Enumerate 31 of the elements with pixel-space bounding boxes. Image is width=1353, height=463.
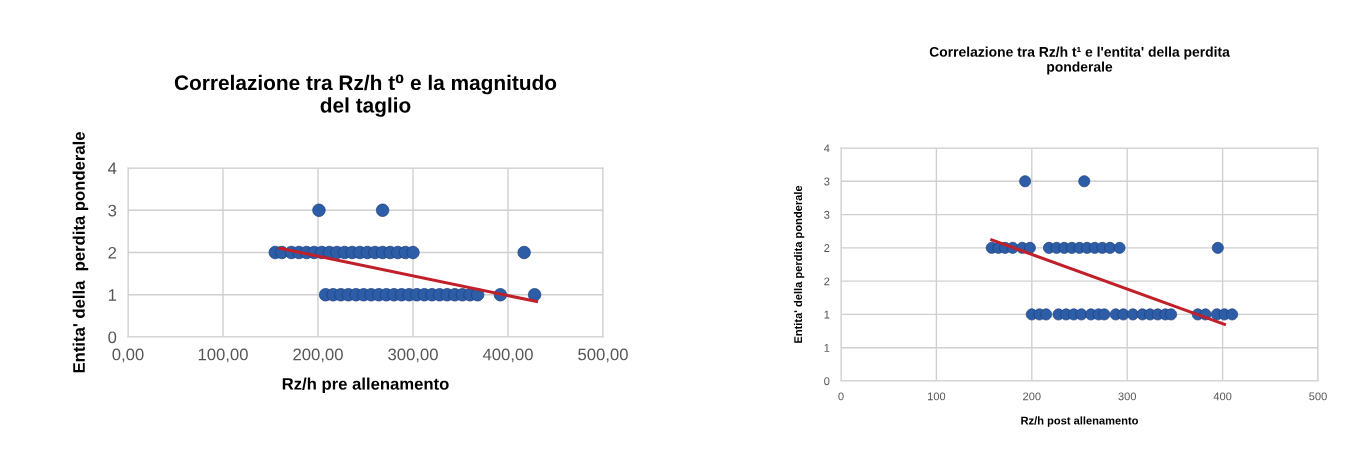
x-tick-label: 200 [1023, 392, 1041, 401]
x-tick-label: 500,00 [578, 348, 628, 363]
y-tick-label: 1 [824, 310, 830, 319]
x-tick-label: 0 [838, 392, 844, 401]
x-tick-label: 100,00 [198, 348, 248, 363]
y-tick-label: 0 [824, 377, 830, 386]
chart-title: Correlazione tra Rz/h t¹ e l'entita' della perdita ponderale [929, 46, 1230, 75]
chart-title: Correlazione tra Rz/h t⁰ e la magnitudo del taglio [174, 74, 557, 117]
x-tick-label: 300,00 [388, 348, 438, 363]
x-tick-label: 400,00 [482, 348, 533, 363]
y-tick-label: 3 [108, 204, 117, 217]
y-tick-label: 2 [824, 244, 830, 252]
x-tick-label: 100 [927, 392, 946, 401]
x-tick-label: 500 [1309, 392, 1327, 401]
y-tick-label: 4 [108, 162, 117, 175]
x-tick-label: 400 [1213, 392, 1232, 401]
y-tick-label: 3 [824, 177, 830, 186]
y-axis-title: Entita' della perdita ponderale [72, 132, 89, 373]
x-tick-label: 200,00 [293, 348, 343, 363]
x-tick-label: 0,00 [112, 348, 144, 363]
y-axis-title: Entita' della perdita ponderale [793, 185, 805, 343]
y-tick-label: 3 [824, 210, 830, 219]
x-tick-label: 300 [1118, 392, 1137, 401]
y-tick-label: 2 [824, 277, 830, 286]
y-tick-label: 1 [108, 289, 117, 301]
y-tick-label: 1 [824, 344, 830, 352]
x-axis-title: Rz/h pre allenamento [282, 377, 449, 394]
x-axis-title: Rz/h post allenamento [1021, 416, 1139, 427]
y-tick-label: 4 [823, 144, 830, 153]
y-tick-label: 0 [108, 331, 117, 344]
y-tick-label: 2 [108, 246, 117, 259]
